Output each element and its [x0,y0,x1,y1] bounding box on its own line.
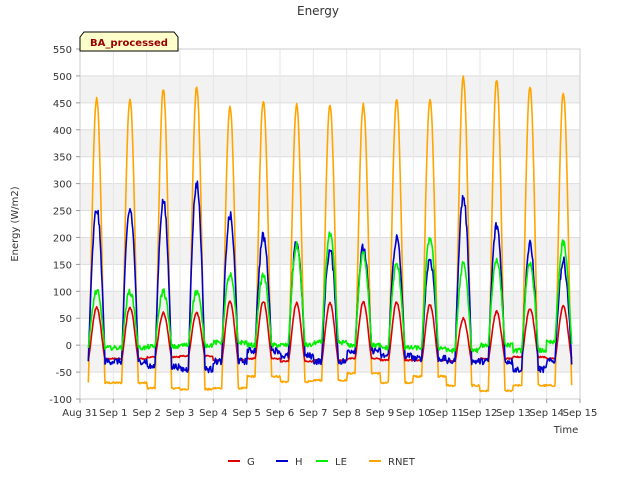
grid-bands [80,75,580,373]
x-tick-label: Sep 14 [529,408,564,419]
x-tick-label: Sep 8 [332,408,360,419]
x-tick-label: Aug 31 [62,408,97,419]
y-tick-label: 0 [66,341,72,352]
y-tick-label: 250 [53,207,72,218]
series-line-g [87,300,573,363]
series-layer [87,75,573,393]
y-tick-label: -100 [49,395,72,406]
x-tick-label: Sep 2 [132,408,160,419]
grid-band [80,183,580,211]
y-tick-label: 100 [53,287,72,298]
badge-shape [79,31,179,52]
series-line-rnet [87,75,573,393]
legend-label-g: G [247,457,255,468]
legend-label-le: LE [335,457,347,468]
x-tick-label: Sep 5 [232,408,260,419]
x-tick-label: Sep 11 [429,408,464,419]
y-tick-label: 450 [53,99,72,110]
x-axis-label: Time [553,425,578,436]
series-line-h [87,180,573,374]
series-line-le [87,231,573,354]
grid-band [80,75,580,103]
y-axis-label: Energy (W/m2) [10,186,21,261]
x-tick-label: Sep 10 [396,408,431,419]
y-tick-label: 500 [53,72,72,83]
badge-text: BA_processed [90,38,168,49]
plot-frame [79,48,581,400]
legend: G H LE RNET [228,457,416,468]
y-tick-label: 150 [53,260,72,271]
legend-label-h: H [295,457,303,468]
x-tick-label: Sep 15 [563,408,598,419]
chart-title: Energy [297,4,339,18]
x-axis-ticks: Aug 31 Sep 1 Sep 2 Sep 3 Sep 4 Sep 5 Sep 6 Sep … [62,399,597,419]
y-tick-label: 200 [53,233,72,244]
y-tick-label: 50 [59,314,72,325]
y-axis-ticks: -100 -50 0 50 100 150 200 250 300 350 400 450 500 550 [49,45,80,406]
grid-band [80,345,580,373]
grid-band [80,129,580,157]
x-tick-label: Sep 4 [199,408,227,419]
x-tick-label: Sep 13 [496,408,531,419]
x-tick-label: Sep 1 [99,408,127,419]
y-tick-label: 300 [53,180,72,191]
x-tick-label: Sep 6 [266,408,294,419]
y-tick-label: 550 [53,45,72,56]
y-tick-label: 400 [53,126,72,137]
processing-badge: BA_processed [79,31,179,52]
x-tick-label: Sep 12 [463,408,498,419]
x-tick-label: Sep 7 [299,408,327,419]
y-tick-label: -50 [56,368,72,379]
y-tick-label: 350 [53,153,72,164]
legend-label-rnet: RNET [388,457,416,468]
x-tick-label: Sep 3 [166,408,194,419]
x-tick-label: Sep 9 [366,408,394,419]
